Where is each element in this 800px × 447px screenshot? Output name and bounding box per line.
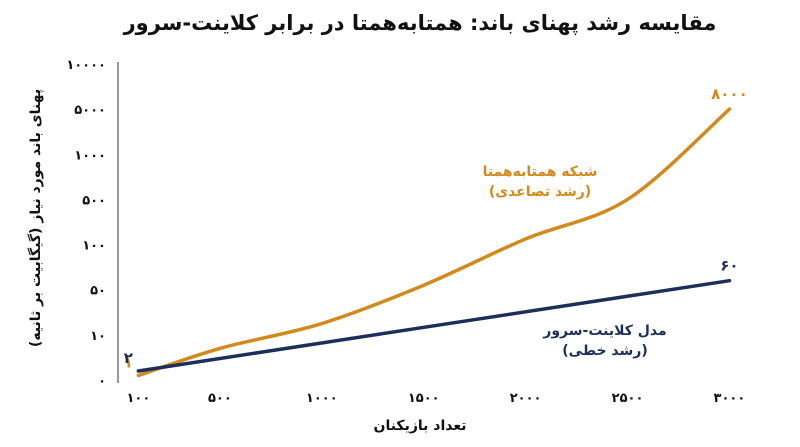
y-tick-label: ۱۰ — [90, 329, 106, 344]
x-tick-label: ۱۵۰۰ — [408, 391, 440, 406]
end-value-label: ۸۰۰۰ — [711, 85, 748, 103]
x-tick-label: ۲۰۰۰ — [510, 391, 542, 406]
y-tick-label: ۱۰۰۰۰ — [66, 58, 106, 73]
series-line-0 — [136, 107, 732, 378]
series-labels: ۱ ۸۰۰۰ ۲ ۶۰ شبکه همتابه‌همتا (رشد تصاعدی) مدل … — [124, 85, 748, 371]
y-tick-label: ۱۰۰۰ — [74, 148, 106, 163]
y-tick-label: ۵۰۰۰ — [74, 103, 106, 118]
x-tick-label: ۳۰۰۰ — [714, 391, 746, 406]
y-tick-label: ۰ — [98, 374, 106, 389]
p2p-series-sublabel: (رشد تصاعدی) — [489, 184, 591, 200]
client-server-series-sublabel: (رشد خطی) — [562, 343, 647, 359]
series-line-1 — [136, 278, 732, 373]
y-axis-title: پهنای باند مورد نیاز (گیگابیت بر ثانیه) — [27, 89, 44, 347]
x-tick-label: ۱۰۰۰ — [306, 391, 338, 406]
client-server-series-label: مدل کلاینت-سرور — [542, 323, 666, 339]
y-tick-label: ۵۰۰ — [82, 193, 106, 208]
y-tick-labels: ۰ ۱۰ ۵۰ ۱۰۰ ۵۰۰ ۱۰۰۰ ۵۰۰۰ ۱۰۰۰۰ — [66, 58, 106, 389]
start-value-label: ۲ — [124, 349, 133, 367]
x-tick-label: ۱۰۰ — [126, 391, 150, 406]
series-lines — [136, 107, 732, 378]
x-tick-label: ۵۰۰ — [208, 391, 232, 406]
chart-title: مقایسه رشد پهنای باند: همتابه‌همتا در بر… — [123, 11, 717, 35]
x-axis-title: تعداد بازیکنان — [374, 418, 467, 434]
start-value-label: ۱ — [124, 353, 133, 371]
end-value-label: ۶۰ — [720, 257, 738, 275]
y-tick-label: ۱۰۰ — [82, 239, 106, 254]
x-tick-labels: ۱۰۰ ۵۰۰ ۱۰۰۰ ۱۵۰۰ ۲۰۰۰ ۲۵۰۰ ۳۰۰۰ — [126, 391, 745, 406]
x-tick-label: ۲۵۰۰ — [612, 391, 644, 406]
p2p-series-label: شبکه همتابه‌همتا — [483, 164, 598, 180]
y-tick-label: ۵۰ — [90, 284, 106, 299]
